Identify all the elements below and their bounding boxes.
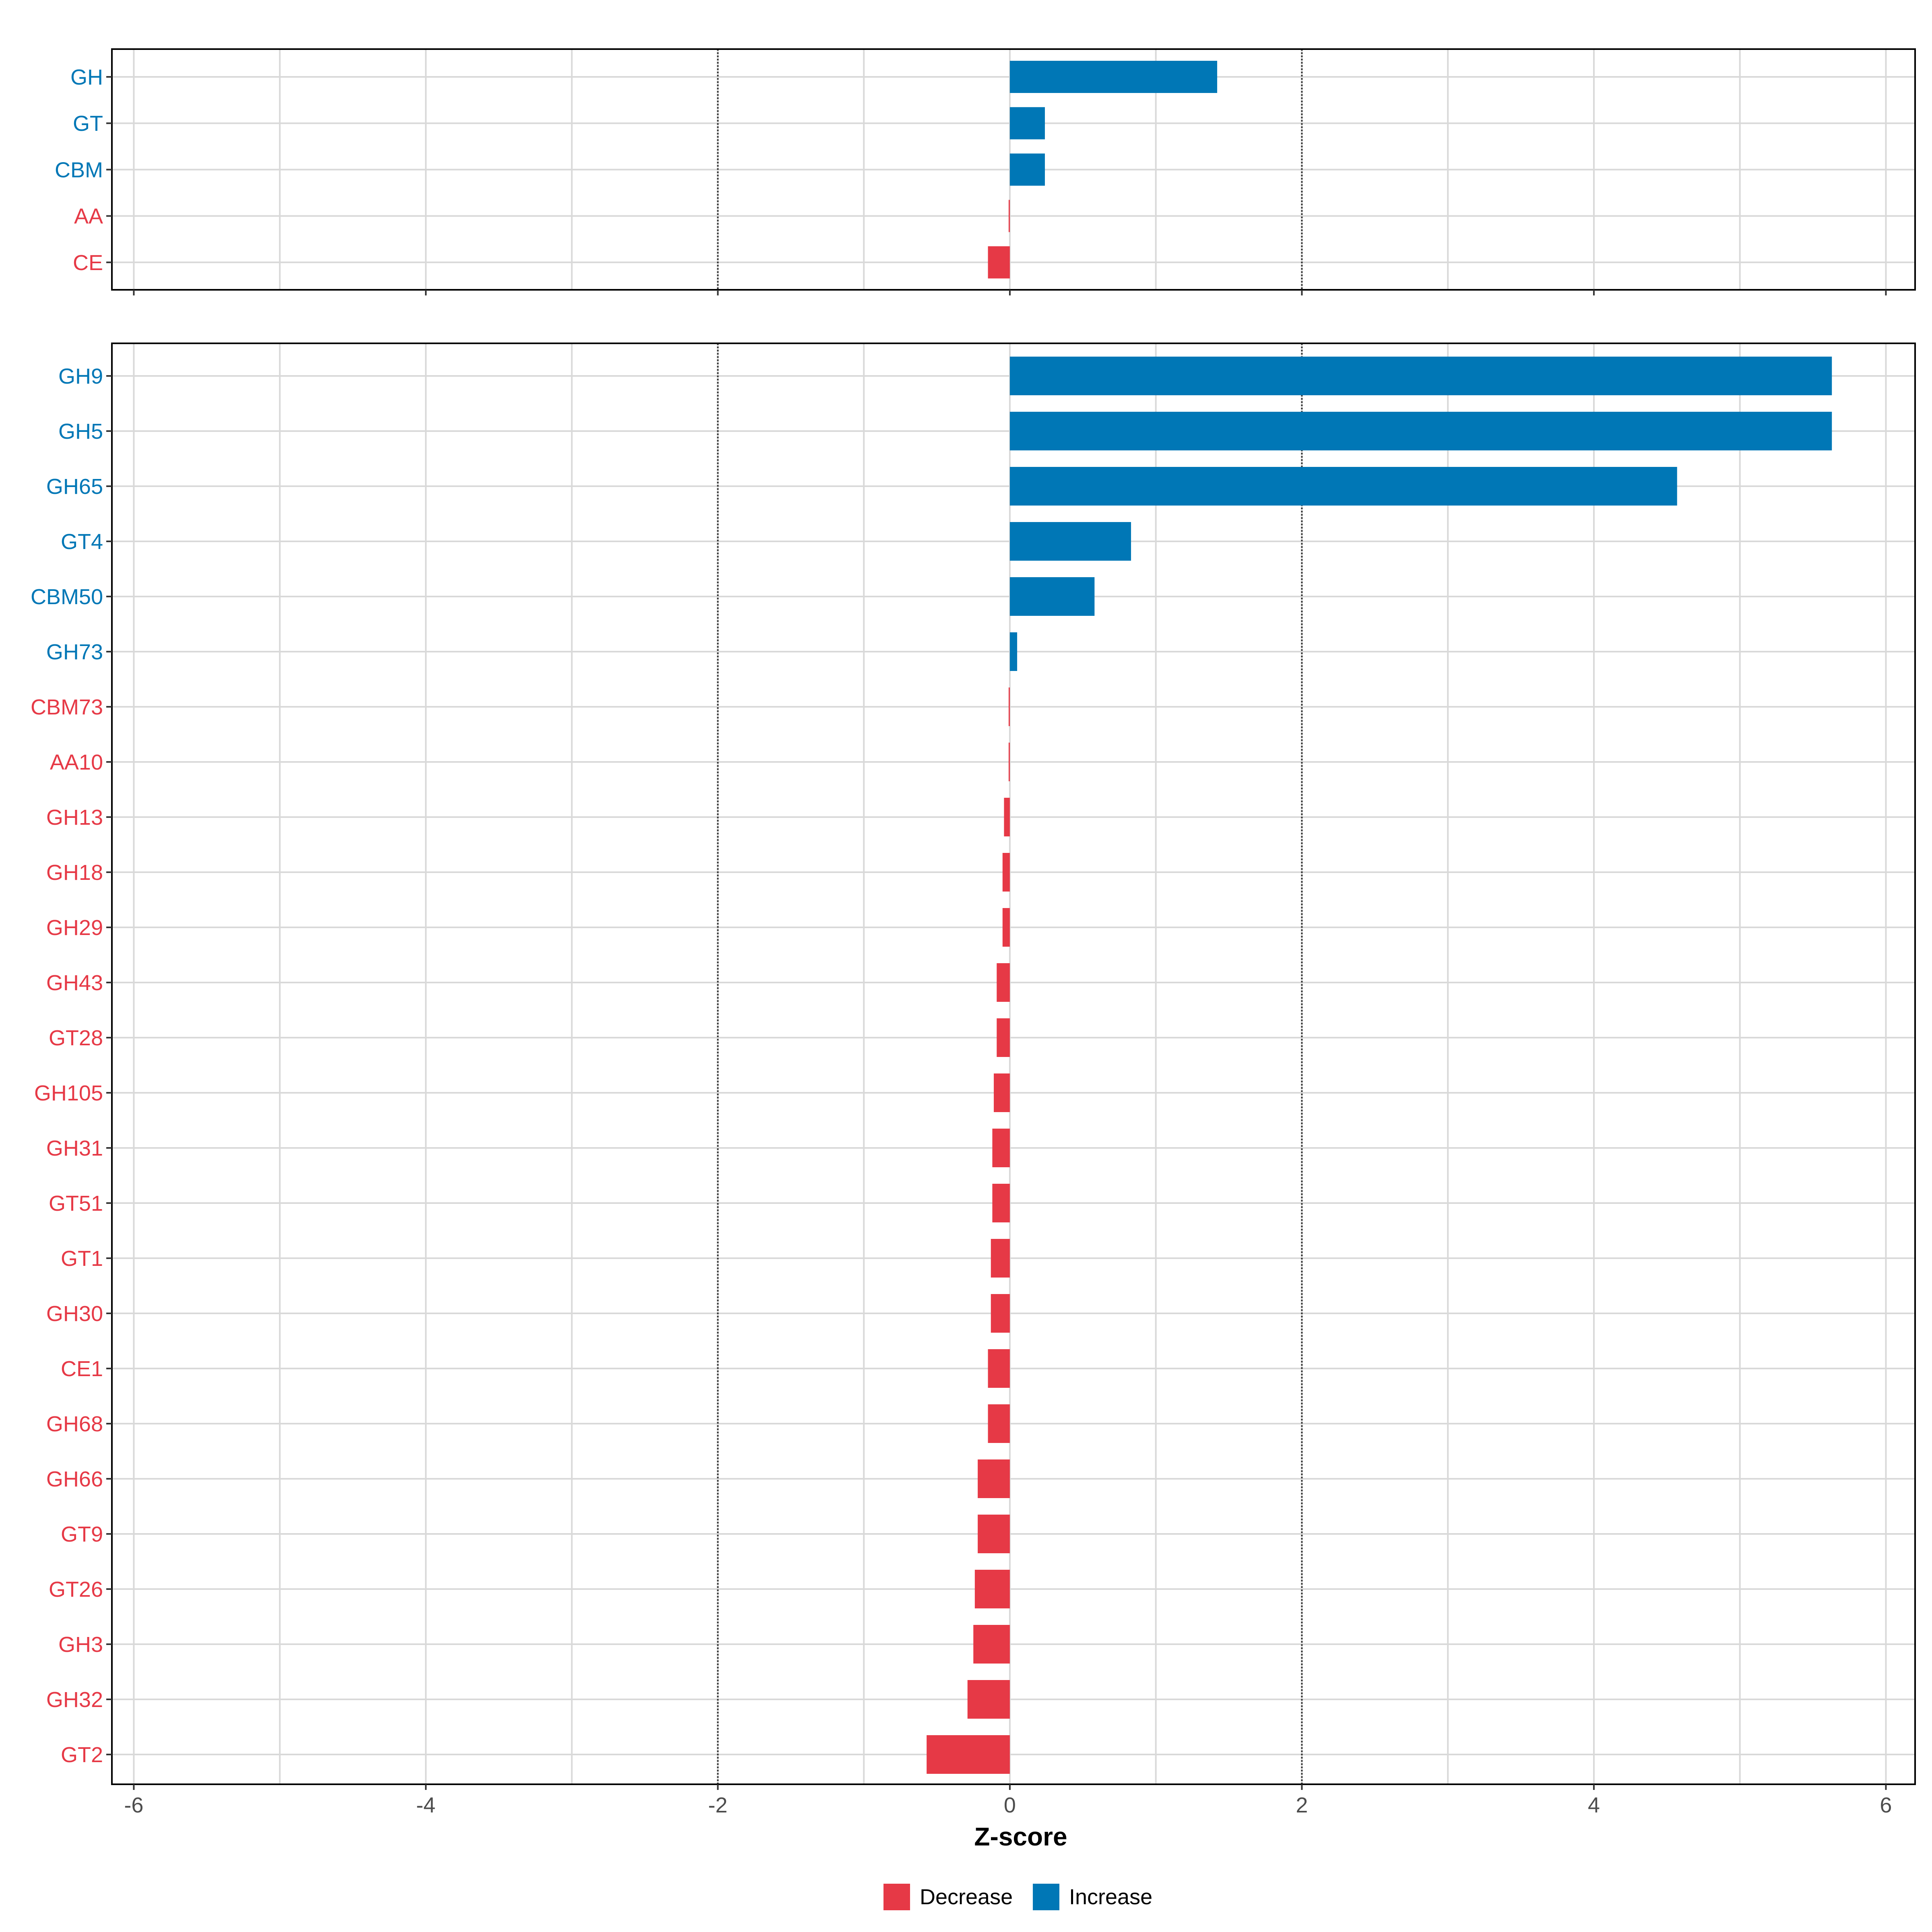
category-label-CBM50: CBM50 bbox=[31, 585, 103, 609]
category-label-GT1: GT1 bbox=[61, 1247, 103, 1271]
bar-GH73 bbox=[1009, 632, 1018, 671]
x-tick-label: -2 bbox=[708, 1793, 727, 1817]
bar-GT9 bbox=[978, 1515, 1010, 1553]
category-label-GT51: GT51 bbox=[49, 1191, 103, 1216]
bar-GH65 bbox=[1009, 467, 1677, 506]
bar-CE bbox=[988, 246, 1010, 279]
bar-GH31 bbox=[992, 1129, 1010, 1167]
family-level-panel: GH9 GH5 GH65 GT4 CBM50 GH73 CBM73 AA10 GH13 GH18 G… bbox=[31, 343, 1916, 1817]
legend: Decrease Increase bbox=[883, 1884, 1152, 1910]
category-label-CE1: CE1 bbox=[61, 1357, 103, 1381]
category-label-GH3: GH3 bbox=[58, 1633, 103, 1657]
x-tick-label: 0 bbox=[1004, 1793, 1016, 1817]
bar-GH bbox=[1009, 61, 1218, 93]
x-tick-label: -4 bbox=[416, 1793, 436, 1817]
category-label-GH18: GH18 bbox=[46, 861, 103, 885]
bar-CBM50 bbox=[1009, 577, 1095, 616]
bar-CBM73 bbox=[1008, 687, 1010, 726]
bar-GH18 bbox=[1002, 853, 1010, 892]
bar-AA bbox=[1008, 200, 1010, 232]
x-tick-label: 6 bbox=[1880, 1793, 1892, 1817]
bar-GT1 bbox=[991, 1239, 1010, 1278]
panel-border bbox=[111, 343, 1916, 1785]
category-label-GT9: GT9 bbox=[61, 1522, 103, 1546]
bar-GT2 bbox=[927, 1735, 1010, 1774]
bar-CBM bbox=[1009, 153, 1045, 186]
category-label-GH13: GH13 bbox=[46, 805, 103, 830]
bar-GT26 bbox=[974, 1570, 1010, 1608]
bar-GH68 bbox=[988, 1404, 1010, 1443]
category-label-GH30: GH30 bbox=[46, 1302, 103, 1326]
category-label-GH31: GH31 bbox=[46, 1136, 103, 1160]
category-label-GH66: GH66 bbox=[46, 1467, 103, 1491]
bar-GH13 bbox=[1004, 798, 1010, 836]
class-level-panel: GH GT CBM AA CE bbox=[55, 48, 1916, 295]
bar-GT4 bbox=[1009, 522, 1131, 561]
bar-GH5 bbox=[1009, 412, 1832, 450]
x-tick-label: 4 bbox=[1588, 1793, 1600, 1817]
category-label-GH43: GH43 bbox=[46, 971, 103, 995]
category-label-GT26: GT26 bbox=[49, 1577, 103, 1602]
legend-swatch-decrease bbox=[883, 1884, 910, 1910]
bar-GH3 bbox=[973, 1625, 1010, 1664]
category-label-GH73: GH73 bbox=[46, 640, 103, 664]
x-axis-title: Z-score bbox=[974, 1822, 1067, 1851]
category-label-GH9: GH9 bbox=[58, 364, 103, 388]
category-label-GT2: GT2 bbox=[61, 1743, 103, 1767]
category-label-CE: CE bbox=[73, 251, 103, 275]
category-label-CBM73: CBM73 bbox=[31, 695, 103, 719]
category-label-CBM: CBM bbox=[55, 158, 103, 182]
x-tick-label: -6 bbox=[124, 1793, 143, 1817]
bar-GT bbox=[1009, 107, 1045, 140]
bar-GH66 bbox=[978, 1459, 1010, 1498]
category-label-GH32: GH32 bbox=[46, 1688, 103, 1712]
category-label-GT4: GT4 bbox=[61, 530, 103, 554]
category-label-GT28: GT28 bbox=[49, 1026, 103, 1050]
bar-GH43 bbox=[997, 963, 1010, 1002]
bar-GH30 bbox=[991, 1294, 1010, 1333]
legend-swatch-increase bbox=[1033, 1884, 1059, 1910]
category-label-GT: GT bbox=[73, 111, 103, 136]
legend-label-decrease: Decrease bbox=[920, 1885, 1013, 1909]
bar-CE1 bbox=[988, 1349, 1010, 1388]
x-tick-label: 2 bbox=[1296, 1793, 1308, 1817]
bar-GT51 bbox=[992, 1184, 1010, 1222]
bar-GH9 bbox=[1009, 357, 1832, 395]
category-label-AA: AA bbox=[74, 204, 103, 229]
bar-GH29 bbox=[1002, 908, 1010, 947]
category-label-GH5: GH5 bbox=[58, 419, 103, 444]
category-label-GH105: GH105 bbox=[34, 1081, 103, 1105]
category-label-AA10: AA10 bbox=[50, 750, 103, 774]
bar-GH32 bbox=[967, 1680, 1010, 1719]
legend-label-increase: Increase bbox=[1069, 1885, 1152, 1909]
category-label-GH29: GH29 bbox=[46, 916, 103, 940]
category-label-GH65: GH65 bbox=[46, 475, 103, 499]
bar-AA10 bbox=[1008, 743, 1010, 781]
category-label-GH68: GH68 bbox=[46, 1412, 103, 1436]
bar-GH105 bbox=[994, 1073, 1010, 1112]
bar-GT28 bbox=[997, 1018, 1010, 1057]
category-label-GH: GH bbox=[70, 65, 103, 89]
